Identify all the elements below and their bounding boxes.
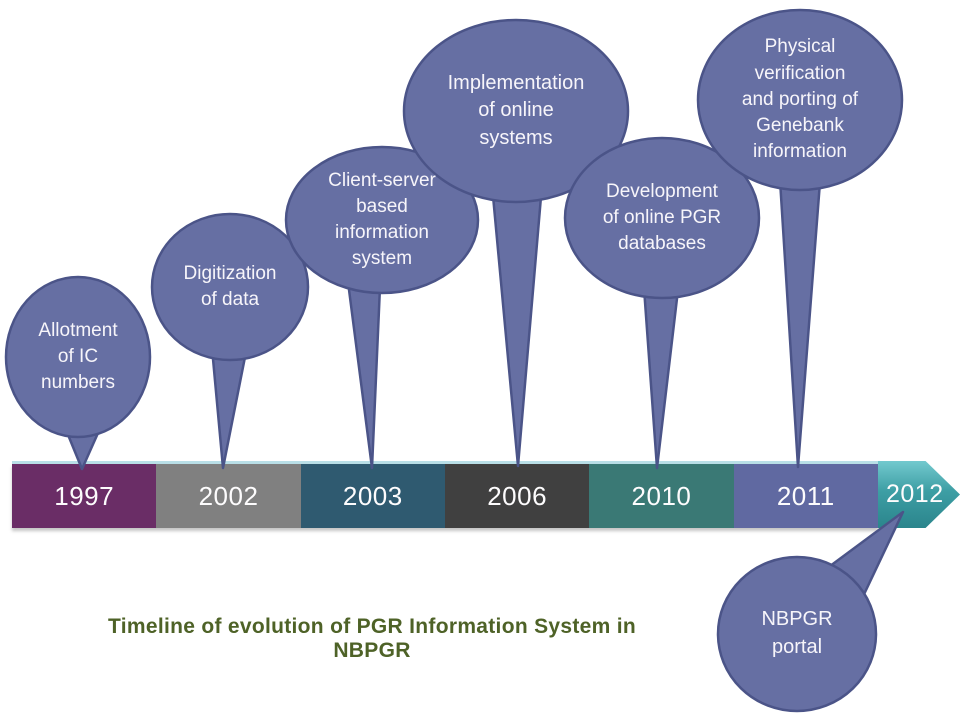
year-label-1997: 1997 <box>54 480 115 511</box>
bubble-tail-implementation <box>490 183 544 468</box>
timeline-segment-2003: 2003 <box>300 464 445 528</box>
slide-caption: Timeline of evolution of PGR Information… <box>108 615 636 662</box>
timeline-bar: 1997 2002 2003 2006 2010 2011 <box>12 464 878 528</box>
year-label-2012: 2012 <box>886 480 944 508</box>
timeline-segment-2002: 2002 <box>156 464 301 528</box>
bubble-label-physical: Physical verification and porting of Gen… <box>741 36 859 163</box>
year-label-2002: 2002 <box>198 480 259 511</box>
year-label-2010: 2010 <box>631 480 692 511</box>
timeline-segment-2011: 2011 <box>733 464 878 528</box>
bubble-label-allotment: Allotment of IC numbers <box>38 319 118 394</box>
timeline-segment-arrow-2012: 2012 <box>878 461 960 528</box>
year-label-2006: 2006 <box>487 480 548 511</box>
timeline-bar-highlight <box>12 461 878 464</box>
bubble-tail-client-server <box>346 280 382 470</box>
bubble-label-nbpgr-portal: NBPGR portal <box>761 608 833 658</box>
year-label-2003: 2003 <box>342 480 403 511</box>
timeline-segment-2006: 2006 <box>444 464 590 528</box>
timeline-segment-2010: 2010 <box>589 464 734 528</box>
bubble-tail-development <box>642 286 680 470</box>
timeline-segment-1997: 1997 <box>12 464 157 528</box>
bubble-tail-physical <box>778 178 822 469</box>
year-label-2011: 2011 <box>776 480 835 511</box>
bubble-tail-digitization <box>210 346 248 470</box>
bubble-label-digitization: Digitization of data <box>183 262 277 310</box>
